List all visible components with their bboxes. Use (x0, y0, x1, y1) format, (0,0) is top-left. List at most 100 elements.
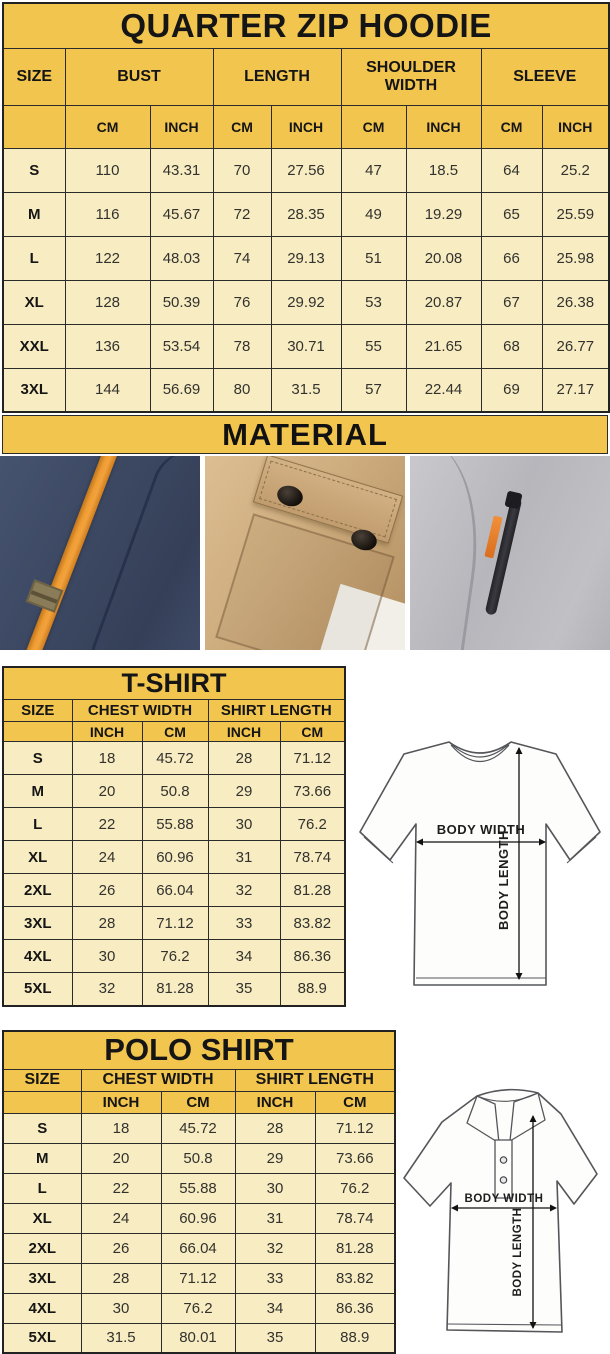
empty-cell (2, 104, 66, 149)
unit-header: INCH (405, 104, 482, 149)
value-cell: 88.9 (314, 1322, 396, 1354)
value-cell: 66.04 (141, 873, 209, 907)
size-header: SIZE (2, 699, 73, 722)
group-header-row: SIZE CHEST WIDTH SHIRT LENGTH (2, 699, 346, 722)
title-row: T-SHIRT (2, 666, 346, 700)
table-row: 2XL 26 66.04 32 81.28 (2, 1232, 396, 1264)
size-cell: 3XL (2, 906, 73, 940)
unit-header: CM (340, 104, 407, 149)
title-row: QUARTER ZIP HOODIE (2, 2, 610, 49)
bust-header: BUST (64, 47, 214, 106)
body-width-label: BODY WIDTH (465, 1193, 544, 1205)
size-cell: 3XL (2, 1262, 82, 1294)
value-cell: 29.13 (270, 235, 342, 281)
value-cell: 76.2 (160, 1292, 236, 1324)
value-cell: 28 (71, 906, 143, 940)
value-cell: 45.72 (141, 741, 209, 775)
chest-width-header: CHEST WIDTH (71, 699, 209, 722)
value-cell: 28 (207, 741, 281, 775)
value-cell: 78 (212, 323, 272, 369)
unit-header: CM (212, 104, 272, 149)
collar-back-seam (476, 1092, 539, 1102)
unit-header: INCH (80, 1090, 162, 1114)
value-cell: 30 (71, 939, 143, 973)
polo-outline (403, 1088, 598, 1333)
value-cell: 43.31 (149, 147, 214, 193)
unit-header: INCH (149, 104, 214, 149)
value-cell: 26 (80, 1232, 162, 1264)
value-cell: 71.12 (279, 741, 346, 775)
value-cell: 50.8 (160, 1142, 236, 1174)
tshirt-title: T-SHIRT (2, 666, 346, 700)
unit-header: INCH (270, 104, 342, 149)
value-cell: 27.17 (541, 367, 610, 413)
value-cell: 21.65 (405, 323, 482, 369)
size-cell: 3XL (2, 367, 66, 413)
value-cell: 25.98 (541, 235, 610, 281)
value-cell: 26.38 (541, 279, 610, 325)
value-cell: 31.5 (80, 1322, 162, 1354)
value-cell: 81.28 (141, 972, 209, 1006)
size-cell: XL (2, 840, 73, 874)
body-length-label: BODY LENGTH (512, 1208, 524, 1297)
value-cell: 49 (340, 191, 407, 237)
value-cell: 116 (64, 191, 151, 237)
unit-header: CM (279, 721, 346, 742)
value-cell: 29.92 (270, 279, 342, 325)
value-cell: 28 (80, 1262, 162, 1294)
value-cell: 144 (64, 367, 151, 413)
size-cell: L (2, 235, 66, 281)
value-cell: 128 (64, 279, 151, 325)
polo-title: POLO SHIRT (2, 1030, 396, 1070)
unit-header: INCH (207, 721, 281, 742)
value-cell: 55.88 (160, 1172, 236, 1204)
table-row: 3XL 144 56.69 80 31.5 57 22.44 69 27.17 (2, 367, 610, 413)
collar-ribbing (448, 741, 512, 762)
unit-header: CM (480, 104, 543, 149)
value-cell: 19.29 (405, 191, 482, 237)
table-row: 5XL 32 81.28 35 88.9 (2, 972, 346, 1006)
table-row: 3XL 28 71.12 33 83.82 (2, 906, 346, 940)
value-cell: 26.77 (541, 323, 610, 369)
table-row: 5XL 31.5 80.01 35 88.9 (2, 1322, 396, 1354)
value-cell: 20 (80, 1142, 162, 1174)
value-cell: 83.82 (314, 1262, 396, 1294)
empty-cell (2, 1090, 82, 1114)
value-cell: 73.66 (314, 1142, 396, 1174)
value-cell: 32 (207, 873, 281, 907)
value-cell: 35 (234, 1322, 316, 1354)
value-cell: 67 (480, 279, 543, 325)
value-cell: 28 (234, 1112, 316, 1144)
value-cell: 57 (340, 367, 407, 413)
value-cell: 80 (212, 367, 272, 413)
value-cell: 78.74 (314, 1202, 396, 1234)
table-row: L 22 55.88 30 76.2 (2, 1172, 396, 1204)
value-cell: 71.12 (314, 1112, 396, 1144)
size-cell: 2XL (2, 1232, 82, 1264)
value-cell: 51 (340, 235, 407, 281)
value-cell: 76 (212, 279, 272, 325)
unit-header: INCH (71, 721, 143, 742)
value-cell: 32 (234, 1232, 316, 1264)
size-cell: 2XL (2, 873, 73, 907)
value-cell: 30.71 (270, 323, 342, 369)
placket-button (499, 1176, 508, 1184)
value-cell: 24 (71, 840, 143, 874)
tshirt-outline (359, 741, 601, 986)
group-header-row: SIZE CHEST WIDTH SHIRT LENGTH (2, 1068, 396, 1092)
value-cell: 24 (80, 1202, 162, 1234)
value-cell: 55.88 (141, 807, 209, 841)
hoodie-title: QUARTER ZIP HOODIE (2, 2, 610, 49)
size-cell: M (2, 1142, 82, 1174)
material-title: MATERIAL (222, 416, 388, 452)
value-cell: 71.12 (160, 1262, 236, 1294)
polo-size-chart: POLO SHIRT SIZE CHEST WIDTH SHIRT LENGTH… (2, 1030, 397, 1354)
value-cell: 35 (207, 972, 281, 1006)
value-cell: 25.59 (541, 191, 610, 237)
unit-header: CM (64, 104, 151, 149)
value-cell: 64 (480, 147, 543, 193)
table-row: M 116 45.67 72 28.35 49 19.29 65 25.59 (2, 191, 610, 237)
table-row: S 110 43.31 70 27.56 47 18.5 64 25.2 (2, 147, 610, 193)
value-cell: 60.96 (160, 1202, 236, 1234)
value-cell: 86.36 (314, 1292, 396, 1324)
